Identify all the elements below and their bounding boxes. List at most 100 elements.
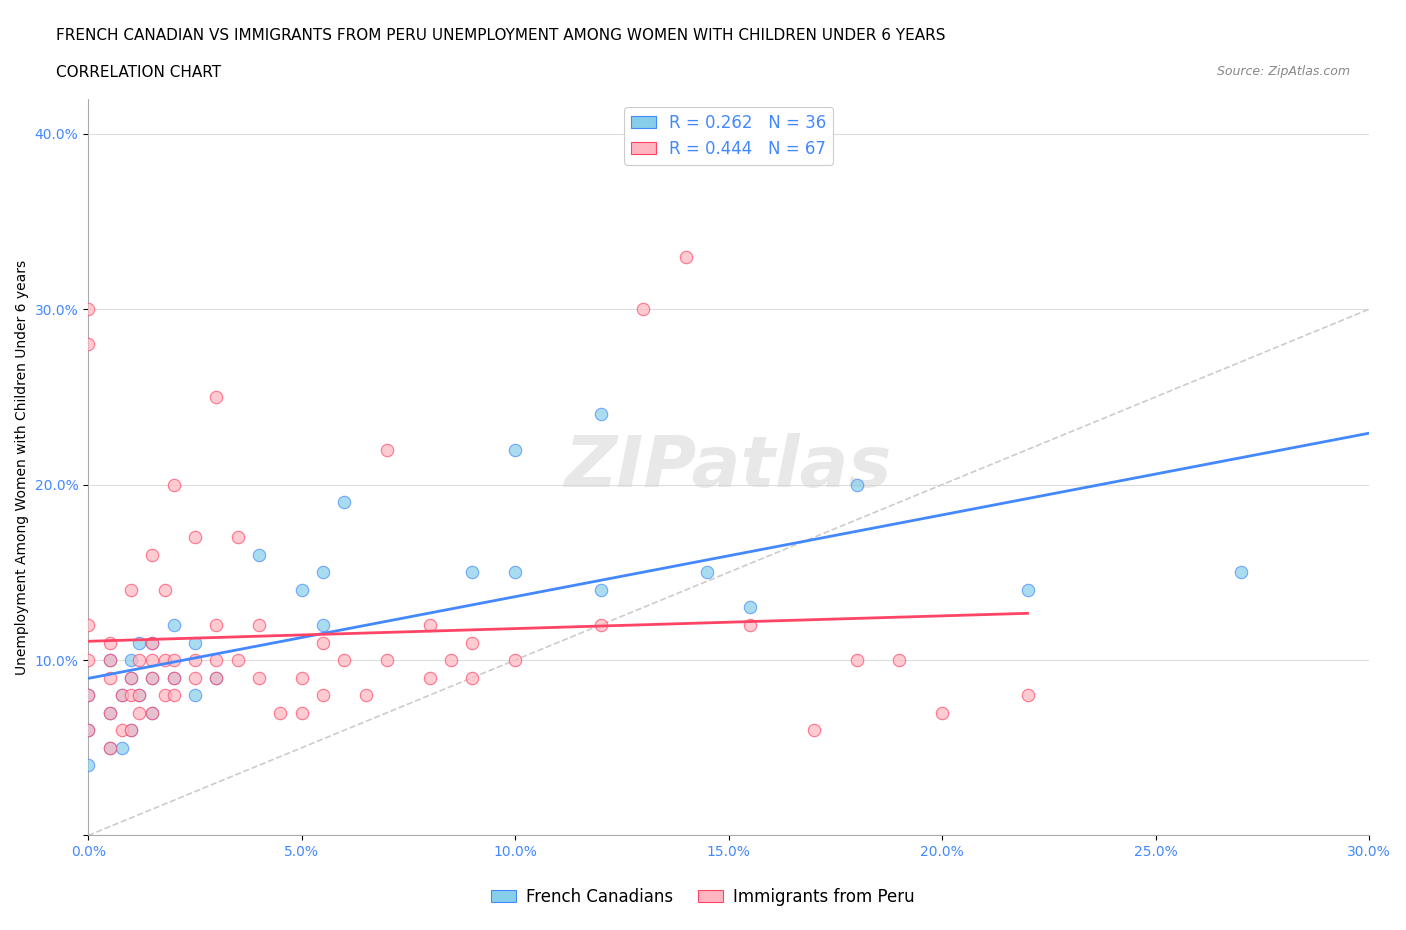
Point: [589, 582, 612, 597]
Point: [128, 687, 150, 702]
Point: [162, 653, 184, 668]
Point: [291, 705, 314, 720]
Point: [440, 653, 463, 668]
Point: [77, 337, 100, 352]
Point: [77, 687, 100, 702]
Point: [141, 548, 163, 563]
Point: [98, 635, 121, 650]
Point: [184, 653, 207, 668]
Point: [111, 687, 134, 702]
Point: [184, 671, 207, 685]
Point: [120, 671, 142, 685]
Point: [312, 635, 335, 650]
Point: [141, 635, 163, 650]
Point: [77, 618, 100, 632]
Point: [141, 653, 163, 668]
Text: CORRELATION CHART: CORRELATION CHART: [56, 65, 221, 80]
Point: [269, 705, 291, 720]
Point: [675, 249, 697, 264]
Text: ZIPatlas: ZIPatlas: [565, 432, 893, 501]
Point: [247, 548, 270, 563]
Point: [1017, 582, 1039, 597]
Point: [120, 723, 142, 737]
Point: [98, 653, 121, 668]
Point: [1017, 687, 1039, 702]
Point: [354, 687, 377, 702]
Point: [631, 301, 654, 316]
Point: [205, 618, 228, 632]
Point: [226, 530, 249, 545]
Point: [419, 671, 441, 685]
Point: [503, 442, 526, 457]
Point: [312, 687, 335, 702]
Y-axis label: Unemployment Among Women with Children Under 6 years: Unemployment Among Women with Children U…: [15, 259, 30, 674]
Point: [845, 653, 868, 668]
Point: [291, 582, 314, 597]
Point: [153, 582, 176, 597]
Point: [77, 758, 100, 773]
Point: [184, 687, 207, 702]
Point: [184, 530, 207, 545]
Point: [77, 687, 100, 702]
Point: [696, 565, 718, 579]
Point: [162, 687, 184, 702]
Point: [120, 653, 142, 668]
Point: [111, 723, 134, 737]
Point: [98, 671, 121, 685]
Legend: R = 0.262   N = 36, R = 0.444   N = 67: R = 0.262 N = 36, R = 0.444 N = 67: [624, 107, 834, 165]
Point: [333, 495, 356, 510]
Point: [333, 653, 356, 668]
Point: [77, 723, 100, 737]
Point: [153, 687, 176, 702]
Point: [111, 687, 134, 702]
Point: [247, 671, 270, 685]
Point: [419, 618, 441, 632]
Point: [98, 740, 121, 755]
Point: [738, 618, 761, 632]
Text: Source: ZipAtlas.com: Source: ZipAtlas.com: [1216, 65, 1350, 78]
Point: [77, 301, 100, 316]
Point: [312, 565, 335, 579]
Point: [162, 671, 184, 685]
Point: [205, 671, 228, 685]
Point: [503, 565, 526, 579]
Point: [845, 477, 868, 492]
Point: [931, 705, 953, 720]
Point: [111, 740, 134, 755]
Point: [589, 407, 612, 422]
Point: [162, 618, 184, 632]
Point: [461, 635, 484, 650]
Point: [312, 618, 335, 632]
Point: [461, 565, 484, 579]
Point: [803, 723, 825, 737]
Point: [162, 671, 184, 685]
Point: [205, 390, 228, 405]
Point: [128, 653, 150, 668]
Point: [226, 653, 249, 668]
Point: [247, 618, 270, 632]
Point: [503, 653, 526, 668]
Point: [120, 687, 142, 702]
Point: [889, 653, 911, 668]
Point: [77, 653, 100, 668]
Point: [98, 653, 121, 668]
Point: [162, 477, 184, 492]
Point: [1230, 565, 1253, 579]
Point: [128, 705, 150, 720]
Point: [141, 671, 163, 685]
Point: [120, 671, 142, 685]
Point: [589, 618, 612, 632]
Point: [128, 687, 150, 702]
Point: [205, 671, 228, 685]
Text: FRENCH CANADIAN VS IMMIGRANTS FROM PERU UNEMPLOYMENT AMONG WOMEN WITH CHILDREN U: FRENCH CANADIAN VS IMMIGRANTS FROM PERU …: [56, 28, 946, 43]
Point: [205, 653, 228, 668]
Point: [141, 671, 163, 685]
Point: [141, 635, 163, 650]
Point: [461, 671, 484, 685]
Legend: French Canadians, Immigrants from Peru: French Canadians, Immigrants from Peru: [485, 881, 921, 912]
Point: [98, 705, 121, 720]
Point: [184, 635, 207, 650]
Point: [120, 723, 142, 737]
Point: [375, 442, 398, 457]
Point: [141, 705, 163, 720]
